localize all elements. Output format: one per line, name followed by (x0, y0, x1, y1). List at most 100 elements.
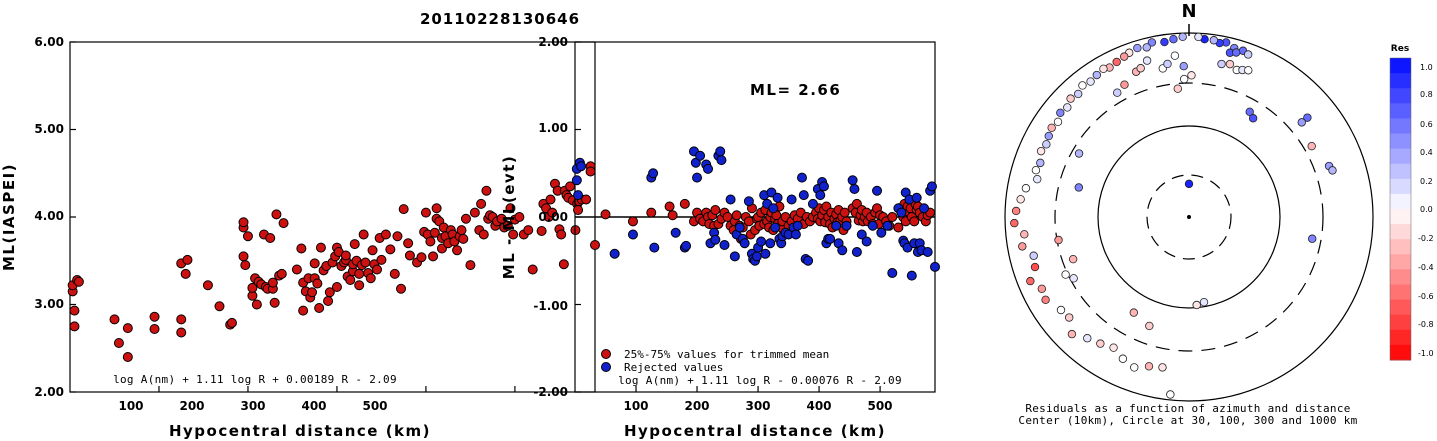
data-point (113, 338, 124, 348)
rejected-point (872, 185, 883, 196)
rejected-point (896, 207, 907, 218)
data-point (456, 225, 467, 236)
colorbar-cell (1390, 178, 1411, 195)
rejected-point (818, 181, 829, 192)
data-point (340, 250, 351, 261)
rejected-point (786, 194, 797, 205)
station-marker (1244, 66, 1253, 75)
colorbar-cell (1390, 329, 1411, 346)
station-marker (1044, 131, 1053, 141)
colorbar-cell (1390, 299, 1411, 316)
rejected-point (756, 236, 767, 247)
station-marker (1217, 59, 1226, 69)
rejected-point (847, 175, 858, 186)
station-marker (1158, 363, 1167, 372)
station-marker (1179, 62, 1188, 71)
data-point (182, 254, 193, 265)
station-marker (1248, 114, 1258, 123)
p1-ytick-label: 4.00 (34, 209, 64, 223)
station-marker (1031, 165, 1041, 175)
colorbar-cell (1390, 239, 1411, 255)
trimmed-point (909, 216, 920, 227)
station-marker (1018, 242, 1027, 251)
rejected-point (648, 168, 659, 179)
station-marker (1036, 146, 1046, 156)
data-point (122, 352, 133, 362)
rejected-point (770, 222, 781, 233)
colorbar-cell (1390, 58, 1411, 74)
colorbar-cell (1390, 88, 1411, 104)
station-marker (1192, 300, 1201, 310)
rejected-point (841, 220, 852, 231)
rejected-point (739, 238, 750, 249)
cb-tick-label: 0.0 (1420, 205, 1433, 214)
legend-marker-rejected (601, 362, 611, 372)
station-marker (1074, 149, 1084, 158)
rejected-point (922, 247, 933, 257)
colorbar-cell (1390, 148, 1411, 165)
station-marker (1026, 276, 1035, 286)
station-marker (1056, 305, 1066, 315)
p2-ytick-label: 2.00 (538, 35, 568, 49)
trimmed-point (600, 209, 611, 220)
station-marker (1074, 183, 1084, 192)
station-marker (1037, 284, 1047, 293)
p2-ytick-label: 1.00 (538, 121, 568, 135)
rejected-point (825, 233, 836, 244)
station-marker (1187, 71, 1196, 80)
data-point (267, 277, 278, 288)
polar-caption-2: Center (10km), Circle at 30, 100, 300 an… (1018, 414, 1357, 427)
p2-xtick-label: 400 (806, 399, 831, 413)
data-point (469, 207, 480, 218)
p2-x-axis-label: Hypocentral distance (km) (624, 422, 886, 440)
station-marker (1061, 270, 1070, 279)
residual-colorbar: Res 1.0 0.8 0.6 0.4 0.2 0.0 -0.2 -0.4 -0… (1389, 44, 1434, 361)
colorbar-cell (1390, 284, 1411, 301)
ml-value-label: ML= 2.66 (750, 81, 841, 99)
data-point (276, 268, 287, 279)
station-marker (1209, 36, 1219, 45)
data-point (380, 229, 391, 240)
rejected-point (715, 146, 726, 157)
rejected-point (876, 227, 887, 238)
rejected-point (695, 150, 706, 161)
p1-ytick-label: 6.00 (34, 35, 64, 49)
data-point (312, 278, 323, 289)
colorbar-cell (1390, 73, 1411, 89)
station-marker (1047, 123, 1056, 133)
data-point (404, 250, 415, 261)
p1-xtick-label: 100 (118, 399, 143, 413)
trimmed-point (887, 212, 898, 222)
p3-points (1010, 32, 1337, 399)
trimmed-point (679, 198, 690, 209)
rejected-point (725, 194, 736, 205)
rejected-point (856, 229, 867, 240)
rejected-point (861, 236, 872, 247)
colorbar-cell (1390, 209, 1411, 225)
data-point (315, 242, 326, 253)
station-marker (1113, 88, 1122, 97)
data-point (385, 244, 396, 255)
data-point (458, 233, 469, 244)
cb-tick-label: -0.6 (1418, 292, 1434, 301)
data-point (202, 280, 213, 291)
station-marker (1130, 363, 1139, 372)
data-point (331, 282, 342, 292)
cb-tick-label: 1.0 (1420, 63, 1433, 72)
polar-caption-1: Residuals as a function of azimuth and d… (1025, 402, 1350, 415)
station-marker (1129, 308, 1138, 317)
data-point (324, 287, 335, 298)
station-marker (1307, 141, 1316, 151)
rejected-point (887, 268, 898, 278)
p1-xtick-label: 500 (362, 399, 387, 413)
station-marker (1036, 158, 1045, 168)
station-marker (1021, 184, 1031, 193)
data-point (425, 236, 436, 247)
legend-label-rejected: Rejected values (624, 361, 723, 374)
data-point (371, 264, 382, 275)
data-point (389, 268, 400, 279)
data-point (429, 227, 440, 238)
data-point (240, 260, 251, 271)
data-point (269, 297, 280, 308)
station-marker (1041, 295, 1050, 304)
